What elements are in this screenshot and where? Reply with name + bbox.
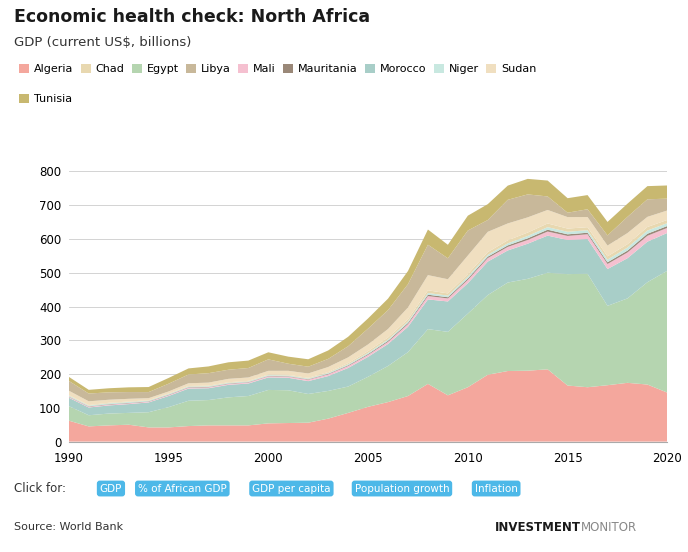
Text: Inflation: Inflation (475, 484, 517, 493)
Text: Population growth: Population growth (355, 484, 449, 493)
Text: GDP: GDP (100, 484, 122, 493)
Legend: Algeria, Chad, Egypt, Libya, Mali, Mauritania, Morocco, Niger, Sudan: Algeria, Chad, Egypt, Libya, Mali, Mauri… (19, 63, 536, 74)
Text: % of African GDP: % of African GDP (138, 484, 226, 493)
Legend: Tunisia: Tunisia (19, 94, 72, 104)
Text: INVESTMENT: INVESTMENT (495, 521, 581, 534)
Text: Economic health check: North Africa: Economic health check: North Africa (14, 8, 370, 26)
Text: GDP per capita: GDP per capita (252, 484, 331, 493)
Text: GDP (current US$, billions): GDP (current US$, billions) (14, 36, 191, 49)
Text: Click for:: Click for: (14, 482, 66, 495)
Text: Source: World Bank: Source: World Bank (14, 522, 123, 532)
Text: MONITOR: MONITOR (581, 521, 638, 534)
